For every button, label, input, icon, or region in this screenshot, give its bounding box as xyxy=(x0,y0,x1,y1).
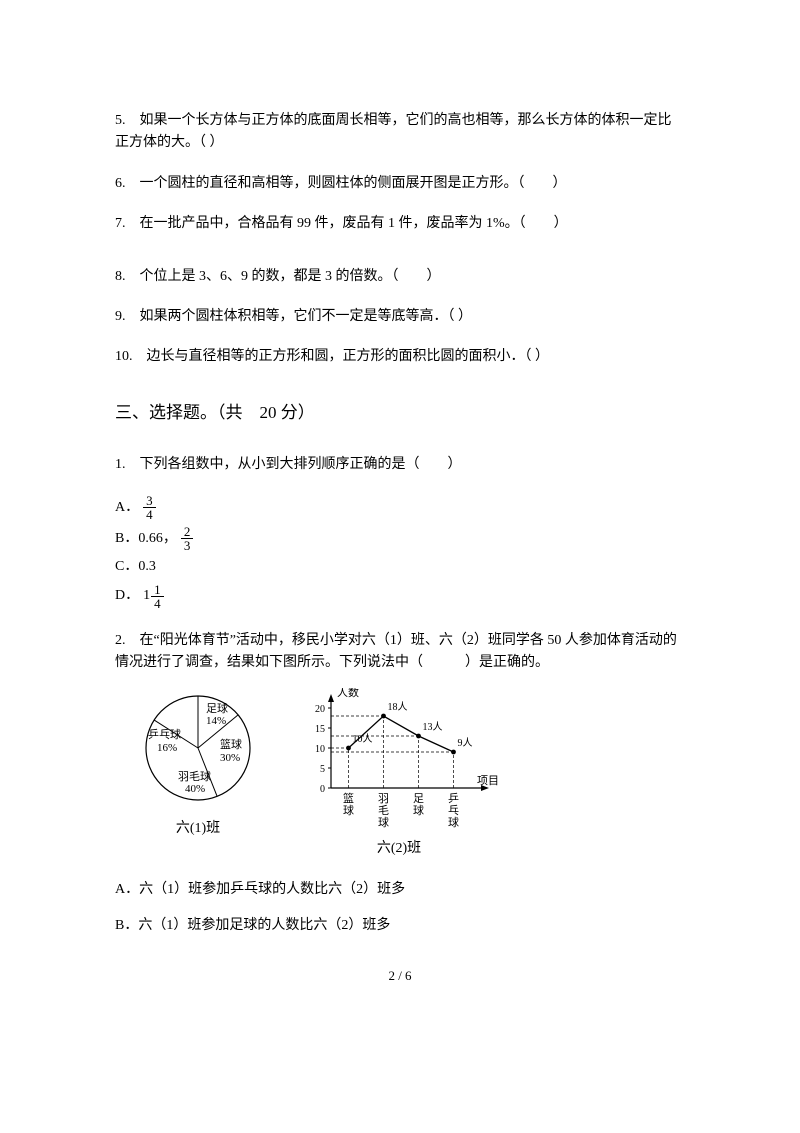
page-number: 2 / 6 xyxy=(115,966,685,987)
opt-d-label: D． xyxy=(115,585,139,607)
frac-1-4: 1 4 xyxy=(151,583,164,610)
pie-football-text: 足球 xyxy=(206,701,228,715)
frac-den: 3 xyxy=(181,539,194,552)
section-3-title: 三、选择题。（共 20 分） xyxy=(115,399,685,426)
frac-2-3: 2 3 xyxy=(181,525,194,552)
svg-text:毛: 毛 xyxy=(378,804,389,817)
frac-den: 4 xyxy=(151,597,164,610)
charts-row: 足球 14% 篮球 30% 羽毛球 40% 乒乓球 16% 六(1)班 0510… xyxy=(133,688,685,860)
question-8: 8. 个位上是 3、6、9 的数，都是 3 的倍数。（ ） xyxy=(115,266,685,288)
question-5: 5. 如果一个长方体与正方体的底面周长相等，它们的高也相等，那么长方体的体积一定… xyxy=(115,110,685,155)
pie-badminton-text: 羽毛球 xyxy=(178,769,211,783)
question-10: 10. 边长与直径相等的正方形和圆，正方形的面积比圆的面积小．（ ） xyxy=(115,346,685,368)
mixed-1-1-4: 1 1 4 xyxy=(143,583,164,610)
s3-q1-stem: 1. 下列各组数中，从小到大排列顺序正确的是（ ） xyxy=(115,454,685,476)
svg-text:篮: 篮 xyxy=(343,791,354,805)
question-6: 6. 一个圆柱的直径和高相等，则圆柱体的侧面展开图是正方形。（ ） xyxy=(115,173,685,195)
s3-q1-opt-b: B．0.66， 2 3 xyxy=(115,525,685,552)
frac-num: 3 xyxy=(143,494,156,508)
frac-3-4: 3 4 xyxy=(143,494,156,521)
s3-q2-opt-b: B．六（1）班参加足球的人数比六（2）班多 xyxy=(115,915,685,937)
mixed-whole: 1 xyxy=(143,585,150,607)
svg-text:13人: 13人 xyxy=(423,721,443,733)
pie-basketball-text: 篮球 xyxy=(220,737,242,751)
pie-chart-block: 足球 14% 篮球 30% 羽毛球 40% 乒乓球 16% 六(1)班 xyxy=(133,688,263,840)
svg-text:羽: 羽 xyxy=(378,793,389,805)
page: 5. 如果一个长方体与正方体的底面周长相等，它们的高也相等，那么长方体的体积一定… xyxy=(0,0,800,1016)
frac-den: 4 xyxy=(143,508,156,521)
s3-q1-opt-d: D． 1 1 4 xyxy=(115,583,685,610)
s3-q1-opt-a: A． 3 4 xyxy=(115,494,685,521)
s3-q1-opt-c: C．0.3 xyxy=(115,556,685,578)
svg-text:项目: 项目 xyxy=(477,774,499,787)
svg-text:球: 球 xyxy=(343,803,354,817)
opt-a-label: A． xyxy=(115,497,139,519)
svg-text:5: 5 xyxy=(320,764,325,775)
pie-label: 六(1)班 xyxy=(176,818,220,840)
line-label: 六(2)班 xyxy=(377,838,421,860)
line-chart: 05101520人数项目篮球10人羽毛球18人足球13人乒乓球9人 xyxy=(299,688,499,828)
svg-text:20: 20 xyxy=(315,704,325,715)
question-7: 7. 在一批产品中，合格品有 99 件，废品有 1 件，废品率为 1%。（ ） xyxy=(115,213,685,235)
pie-basketball-pct: 30% xyxy=(220,752,240,764)
opt-c-label: C．0.3 xyxy=(115,556,156,578)
frac-num: 2 xyxy=(181,525,194,539)
svg-text:10: 10 xyxy=(315,744,325,755)
svg-text:0: 0 xyxy=(320,784,325,795)
svg-text:9人: 9人 xyxy=(458,737,473,749)
svg-text:人数: 人数 xyxy=(337,688,359,699)
svg-text:15: 15 xyxy=(315,724,325,735)
svg-text:乓: 乓 xyxy=(448,804,459,817)
pie-pingpong-text: 乒乓球 xyxy=(148,727,181,741)
frac-num: 1 xyxy=(151,583,164,597)
pie-badminton-pct: 40% xyxy=(185,783,205,795)
svg-text:球: 球 xyxy=(413,803,424,817)
pie-football-pct: 14% xyxy=(206,715,226,727)
svg-text:球: 球 xyxy=(378,815,389,828)
pie-chart: 足球 14% 篮球 30% 羽毛球 40% 乒乓球 16% xyxy=(133,688,263,808)
s3-q2-opt-a: A．六（1）班参加乒乓球的人数比六（2）班多 xyxy=(115,879,685,901)
svg-text:乒: 乒 xyxy=(448,792,459,805)
question-9: 9. 如果两个圆柱体积相等，它们不一定是等底等高．（ ） xyxy=(115,306,685,328)
svg-text:足: 足 xyxy=(413,793,424,805)
line-chart-block: 05101520人数项目篮球10人羽毛球18人足球13人乒乓球9人 六(2)班 xyxy=(299,688,499,860)
s3-q2-stem: 2. 在“阳光体育节”活动中，移民小学对六（1）班、六（2）班同学各 50 人参… xyxy=(115,630,685,675)
svg-text:球: 球 xyxy=(448,815,459,828)
opt-b-label: B．0.66， xyxy=(115,528,177,550)
pie-pingpong-pct: 16% xyxy=(157,742,177,754)
svg-text:18人: 18人 xyxy=(388,701,408,713)
